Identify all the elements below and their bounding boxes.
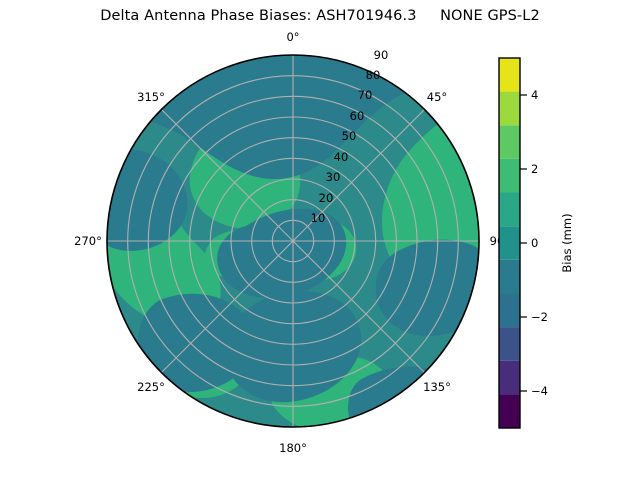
- angular-tick-135: 135°: [423, 380, 451, 394]
- radial-tick-40: 40: [334, 150, 349, 164]
- colorbar-label: Bias (mm): [560, 213, 574, 272]
- radial-tick-30: 30: [326, 170, 341, 184]
- angular-tick-270: 270°: [74, 234, 102, 248]
- colorbar-tick-labels: 4 2 0 −2 −4: [531, 88, 548, 398]
- polar-outline: [106, 54, 480, 428]
- colorbar-swatch-9: [499, 91, 520, 126]
- colorbar-ticks: [520, 94, 527, 392]
- angular-tick-labels: 0° 45° 90 135° 180° 225° 270° 315°: [74, 30, 504, 455]
- radial-tick-60: 60: [350, 109, 365, 123]
- colorbar-swatch-10: [499, 58, 520, 92]
- colorbar-swatch-4: [499, 259, 520, 294]
- angular-tick-45: 45°: [427, 90, 447, 104]
- angular-tick-0: 0°: [286, 30, 299, 44]
- angular-tick-180: 180°: [279, 441, 307, 455]
- colorbar-tick-2: 2: [531, 162, 538, 176]
- colorbar-tick-0: 0: [531, 236, 538, 250]
- angular-gridlines: [107, 55, 479, 427]
- colorbar-swatch-1: [499, 360, 520, 395]
- colorbar-swatches: [499, 58, 520, 428]
- angular-tick-315: 315°: [137, 90, 165, 104]
- colorbar-tick-neg4: −4: [531, 384, 548, 398]
- radial-tick-50: 50: [342, 129, 357, 143]
- colorbar-swatch-8: [499, 125, 520, 159]
- radial-tick-90: 90: [374, 48, 389, 62]
- colorbar-swatch-2: [499, 327, 520, 361]
- colorbar-swatch-6: [499, 192, 520, 227]
- radial-tick-80: 80: [366, 68, 381, 82]
- colorbar-tick-neg2: −2: [531, 310, 548, 324]
- colorbar-swatch-5: [499, 226, 520, 260]
- colorbar-swatch-3: [499, 293, 520, 328]
- radial-tick-70: 70: [358, 88, 373, 102]
- contour-band-negative-center: [217, 208, 347, 299]
- colorbar-tick-4: 4: [531, 88, 538, 102]
- radial-tick-20: 20: [319, 191, 334, 205]
- colorbar-swatch-0: [499, 394, 520, 428]
- radial-tick-10: 10: [311, 211, 326, 225]
- colorbar-swatch-7: [499, 158, 520, 193]
- page-title: Delta Antenna Phase Biases: ASH701946.3 …: [100, 8, 540, 24]
- radial-tick-labels: 10 20 30 40 50 60 70 80 90: [311, 48, 389, 225]
- contour-band-negative-north: [120, 55, 470, 179]
- angular-tick-225: 225°: [137, 380, 165, 394]
